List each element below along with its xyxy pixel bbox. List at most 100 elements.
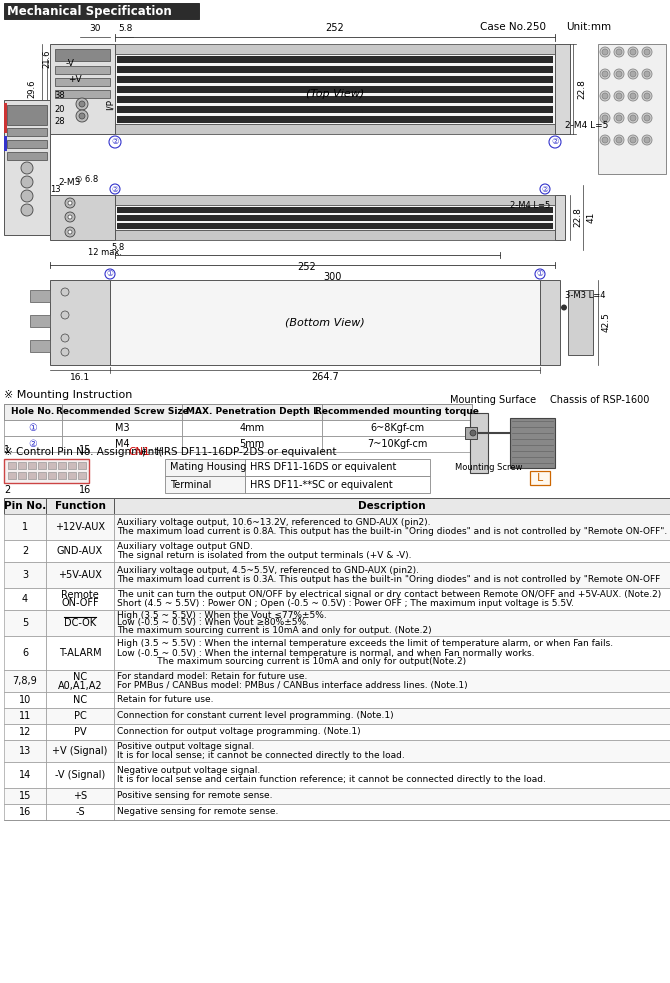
- Bar: [555, 44, 570, 134]
- Text: Description: Description: [358, 501, 426, 511]
- Circle shape: [21, 190, 33, 202]
- Circle shape: [614, 69, 624, 79]
- Bar: [8, 462, 16, 469]
- Bar: [46, 788, 114, 804]
- Text: 1: 1: [4, 445, 10, 455]
- Text: 1: 1: [22, 522, 28, 532]
- Bar: [114, 740, 670, 762]
- Bar: [30, 290, 50, 302]
- Text: Recommended mounting torque: Recommended mounting torque: [315, 408, 479, 417]
- Circle shape: [65, 212, 75, 222]
- Circle shape: [616, 137, 622, 143]
- Text: -V: -V: [66, 60, 74, 69]
- Text: 20: 20: [54, 104, 65, 113]
- Text: Connection for constant current level programming. (Note.1): Connection for constant current level pr…: [117, 712, 394, 721]
- Text: 22.8: 22.8: [574, 207, 582, 227]
- Text: 300: 300: [324, 272, 342, 282]
- Circle shape: [602, 137, 608, 143]
- Circle shape: [561, 305, 567, 311]
- Text: Negative output voltage signal.: Negative output voltage signal.: [117, 766, 260, 775]
- Text: L: L: [537, 473, 543, 483]
- Text: 14: 14: [19, 770, 31, 780]
- Text: ②: ②: [29, 439, 38, 449]
- Text: ①: ①: [107, 269, 113, 278]
- Circle shape: [628, 113, 638, 123]
- Text: HRS DF11-**SC or equivalent: HRS DF11-**SC or equivalent: [250, 480, 393, 490]
- Bar: [7, 105, 47, 125]
- Bar: [115, 54, 555, 124]
- Bar: [7, 140, 47, 148]
- Circle shape: [600, 69, 610, 79]
- Bar: [4, 610, 46, 636]
- Circle shape: [65, 227, 75, 237]
- Text: 4mm: 4mm: [239, 423, 265, 433]
- Circle shape: [600, 135, 610, 145]
- Text: 3-M3 L=4: 3-M3 L=4: [565, 291, 606, 300]
- Bar: [46, 804, 114, 820]
- Bar: [182, 404, 322, 420]
- Text: 15: 15: [19, 791, 31, 801]
- Bar: [58, 472, 66, 479]
- Bar: [46, 514, 114, 540]
- Text: 6: 6: [22, 648, 28, 658]
- Text: ②: ②: [111, 138, 119, 146]
- Bar: [115, 195, 555, 205]
- Circle shape: [642, 69, 652, 79]
- Circle shape: [105, 269, 115, 279]
- Text: HRS DF11-16DS or equivalent: HRS DF11-16DS or equivalent: [250, 462, 397, 473]
- Bar: [117, 96, 553, 103]
- Bar: [4, 762, 46, 788]
- Bar: [4, 436, 62, 452]
- Circle shape: [628, 135, 638, 145]
- Circle shape: [21, 162, 33, 174]
- Bar: [62, 436, 182, 452]
- Bar: [4, 103, 7, 133]
- Bar: [4, 692, 46, 708]
- Bar: [114, 562, 670, 588]
- Text: Mounting Screw: Mounting Screw: [455, 464, 523, 473]
- Text: Function: Function: [54, 501, 105, 511]
- Circle shape: [630, 49, 636, 55]
- Circle shape: [61, 288, 69, 296]
- Text: 16.1: 16.1: [70, 373, 90, 381]
- Text: T-ALARM: T-ALARM: [59, 648, 101, 658]
- Text: It is for local sense and certain function reference; it cannot be connected dir: It is for local sense and certain functi…: [117, 775, 546, 784]
- Text: High (3.5 ~ 5.5V) : When the Vout ≤77%±5%.: High (3.5 ~ 5.5V) : When the Vout ≤77%±5…: [117, 611, 327, 620]
- Circle shape: [642, 113, 652, 123]
- Bar: [114, 514, 670, 540]
- Circle shape: [644, 137, 650, 143]
- Circle shape: [630, 71, 636, 77]
- Bar: [55, 66, 110, 74]
- Circle shape: [600, 47, 610, 57]
- Bar: [55, 49, 110, 61]
- Text: Pin No.: Pin No.: [4, 501, 46, 511]
- Text: 13: 13: [19, 746, 31, 756]
- Text: I/P: I/P: [105, 98, 115, 109]
- Text: ②: ②: [551, 138, 559, 146]
- Text: Case No.250: Case No.250: [480, 22, 546, 32]
- Bar: [48, 472, 56, 479]
- Circle shape: [628, 91, 638, 101]
- Bar: [48, 462, 56, 469]
- Text: ) : HRS DF11-16DP-2DS or equivalent: ) : HRS DF11-16DP-2DS or equivalent: [141, 447, 336, 457]
- Text: 21.6: 21.6: [42, 49, 52, 68]
- Bar: [182, 436, 322, 452]
- Text: GND-AUX: GND-AUX: [57, 546, 103, 556]
- Circle shape: [68, 215, 72, 219]
- Bar: [38, 472, 46, 479]
- Bar: [4, 404, 62, 420]
- Bar: [46, 562, 114, 588]
- Circle shape: [644, 71, 650, 77]
- Text: For PMBus / CANBus model: PMBus / CANBus interface address lines. (Note.1): For PMBus / CANBus model: PMBus / CANBus…: [117, 681, 468, 690]
- Text: 252: 252: [326, 23, 344, 33]
- Bar: [4, 514, 46, 540]
- Circle shape: [630, 93, 636, 99]
- Text: The signal return is isolated from the output terminals (+V & -V).: The signal return is isolated from the o…: [117, 551, 411, 560]
- Text: NC: NC: [73, 695, 87, 705]
- Text: Retain for future use.: Retain for future use.: [117, 696, 214, 705]
- Text: 252: 252: [297, 262, 316, 272]
- Bar: [68, 472, 76, 479]
- Text: 2-M3: 2-M3: [59, 178, 81, 187]
- Text: Low (-0.5 ~ 0.5V) : When the internal temperature is normal, and when Fan normal: Low (-0.5 ~ 0.5V) : When the internal te…: [117, 649, 535, 658]
- Circle shape: [68, 230, 72, 234]
